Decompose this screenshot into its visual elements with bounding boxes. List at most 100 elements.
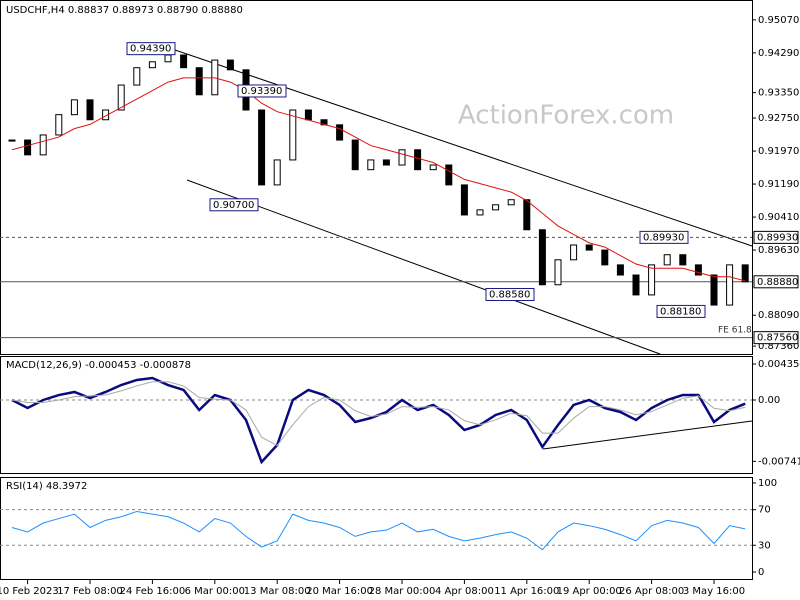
annotation-label: 0.93390 xyxy=(241,86,282,97)
chart-title: USDCHF,H4 0.88837 0.88973 0.88790 0.8888… xyxy=(6,5,243,16)
candle xyxy=(741,264,749,283)
y-tick-label: 0.94290 xyxy=(758,48,799,59)
series-line xyxy=(11,381,746,447)
candle xyxy=(679,254,687,266)
candle xyxy=(367,159,375,171)
y-tick-label: 0.93350 xyxy=(758,88,799,99)
price-level-label: 0.89930 xyxy=(757,232,798,243)
candle xyxy=(585,244,593,251)
candle xyxy=(648,264,656,296)
y-tick-label: 0.95070 xyxy=(758,15,799,26)
x-tick-label: 11 Apr 16:00 xyxy=(494,586,559,597)
annotation-box xyxy=(485,287,535,301)
candle xyxy=(445,164,453,186)
rsi-title: RSI(14) 48.3972 xyxy=(6,481,87,492)
x-tick-label: 3 May 16:00 xyxy=(683,586,745,597)
candle xyxy=(164,54,172,63)
candle xyxy=(570,244,578,261)
annotation-label: 0.88180 xyxy=(660,306,701,317)
candle xyxy=(492,204,500,211)
x-tick-label: 24 Feb 16:00 xyxy=(120,586,186,597)
x-tick-label: 28 Mar 00:00 xyxy=(369,586,436,597)
y-tick-label: -0.007417 xyxy=(758,456,800,467)
candle xyxy=(351,139,359,171)
trend-line xyxy=(542,420,753,450)
x-tick-label: 13 Mar 08:00 xyxy=(244,586,311,597)
price-level-box xyxy=(753,331,799,345)
candle xyxy=(507,199,515,206)
candle xyxy=(694,264,702,276)
x-tick-label: 6 Mar 00:00 xyxy=(185,586,245,597)
candle xyxy=(39,134,47,156)
rsi-panel xyxy=(0,477,753,580)
y-tick-label: 0.89630 xyxy=(758,245,799,256)
candle xyxy=(70,99,78,116)
y-tick-label: 0.00 xyxy=(758,395,780,406)
fe-note: FE 61.8 xyxy=(718,326,752,336)
price-level-box xyxy=(753,275,799,289)
candle xyxy=(336,124,344,141)
x-tick-label: 26 Apr 08:00 xyxy=(619,586,684,597)
candle xyxy=(398,149,406,166)
candle xyxy=(117,84,125,111)
annotation-label: 0.94390 xyxy=(130,44,171,55)
candle xyxy=(226,59,234,71)
candle xyxy=(289,109,297,161)
candle xyxy=(304,109,312,121)
candle xyxy=(180,54,188,69)
y-tick-label: 100 xyxy=(758,478,777,489)
candle xyxy=(414,149,422,171)
annotation-box xyxy=(237,84,287,98)
candle xyxy=(523,199,531,231)
x-tick-label: 10 Feb 2023 xyxy=(0,586,59,597)
y-tick-label: 30 xyxy=(758,540,771,551)
candle xyxy=(195,67,203,96)
series-line xyxy=(11,510,746,551)
annotation-box xyxy=(656,304,706,318)
macd-title: MACD(12,26,9) -0.000453 -0.000878 xyxy=(6,360,191,371)
price-level-label: 0.88880 xyxy=(757,277,798,288)
candle xyxy=(554,259,562,286)
y-tick-label: 0 xyxy=(758,567,764,578)
y-tick-label: 0.90410 xyxy=(758,212,799,223)
candle xyxy=(710,274,718,306)
candle xyxy=(429,164,437,171)
annotation-label: 0.88580 xyxy=(489,289,530,300)
candle xyxy=(24,139,32,156)
candle xyxy=(616,264,624,276)
y-tick-label: 0.87360 xyxy=(758,341,799,352)
candle xyxy=(663,254,671,266)
price-panel xyxy=(0,0,753,355)
y-tick-label: 0.92750 xyxy=(758,113,799,124)
candle xyxy=(8,139,16,142)
candle xyxy=(538,229,546,286)
watermark: ActionForex.com xyxy=(458,101,674,131)
y-tick-label: 70 xyxy=(758,505,771,516)
candle xyxy=(102,109,110,121)
x-tick-label: 20 Mar 16:00 xyxy=(306,586,373,597)
candle xyxy=(632,274,640,296)
x-tick-label: 17 Feb 08:00 xyxy=(57,586,123,597)
y-tick-label: 0.91190 xyxy=(758,179,799,190)
candle xyxy=(133,67,141,86)
annotation-box xyxy=(639,230,689,244)
candle xyxy=(258,109,266,186)
y-tick-label: 0.004354 xyxy=(758,359,800,370)
annotation-box xyxy=(126,42,176,56)
series-line xyxy=(11,77,746,282)
macd-panel xyxy=(0,356,753,474)
candle xyxy=(382,159,390,166)
price-level-label: 0.87560 xyxy=(757,333,798,344)
candle xyxy=(55,114,63,136)
y-tick-label: 0.91970 xyxy=(758,146,799,157)
price-level-box xyxy=(753,230,799,244)
candle xyxy=(148,61,156,69)
annotation-box xyxy=(209,198,259,212)
candle xyxy=(460,184,468,216)
candle xyxy=(86,99,94,121)
candle xyxy=(273,159,281,186)
x-tick-label: 4 Apr 08:00 xyxy=(435,586,494,597)
candle xyxy=(476,209,484,216)
